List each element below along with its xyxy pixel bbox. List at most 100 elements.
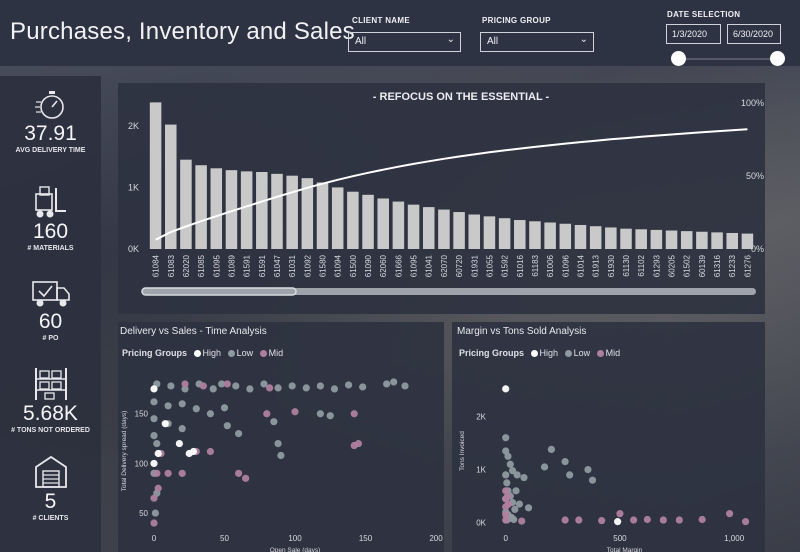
low-point xyxy=(510,515,518,524)
mid-point xyxy=(199,382,207,390)
bar xyxy=(559,223,572,249)
x-tick-label: 61085 xyxy=(197,254,206,277)
bar xyxy=(498,218,511,249)
low-point xyxy=(511,505,519,514)
y-tick-label: 150 xyxy=(135,410,149,419)
bar xyxy=(286,175,298,249)
x-tick-label: 0 xyxy=(503,534,508,543)
bar xyxy=(650,229,663,249)
margin-vs-tons-panel: Margin vs Tons Sold Analysis Pricing Gro… xyxy=(452,322,765,552)
low-point xyxy=(164,402,172,410)
mid-point xyxy=(598,516,606,525)
low-point xyxy=(270,418,278,426)
mid-point xyxy=(154,484,162,492)
bar xyxy=(544,222,556,249)
x-tick-label: 61031 xyxy=(288,254,297,277)
x-tick-label: 62020 xyxy=(182,254,191,277)
bar xyxy=(529,221,541,249)
high-point xyxy=(150,459,158,468)
x-tick-label: 61006 xyxy=(546,254,555,277)
legend-high-label: High xyxy=(202,348,222,358)
x-tick-label: 61913 xyxy=(592,254,601,277)
legend-mid-marker xyxy=(259,350,267,357)
y-axis-label: Total Delivery spread (days) xyxy=(121,411,128,492)
pricing-groups-legend: Pricing Groups High Low Mid xyxy=(459,348,620,358)
mid-point xyxy=(223,380,231,388)
bar xyxy=(347,191,359,249)
kpi-materials: 160 # MATERIALS xyxy=(0,184,101,252)
mid-point xyxy=(178,469,186,477)
x-tick-label: 61095 xyxy=(212,254,221,277)
y-tick-label: 0K xyxy=(476,519,486,528)
bar xyxy=(422,207,435,249)
bar xyxy=(240,171,253,249)
bar xyxy=(741,233,754,249)
chart-title: - REFOCUS ON THE ESSENTIAL - xyxy=(373,91,550,103)
y-tick-label: 2K xyxy=(128,121,139,131)
chart-title: Margin vs Tons Sold Analysis xyxy=(457,326,587,337)
mid-point xyxy=(643,515,651,524)
kpi-clients: 5 # CLIENTS xyxy=(0,454,101,522)
low-point xyxy=(150,398,158,406)
date-slider-start-handle[interactable] xyxy=(671,51,686,66)
low-point xyxy=(206,410,214,418)
x-tick-label: 200 xyxy=(429,534,443,543)
legend-mid-label: Mid xyxy=(605,348,621,358)
bar xyxy=(620,228,632,249)
high-point xyxy=(614,518,622,526)
bar xyxy=(377,198,389,249)
kpi-value: 5.68K xyxy=(23,402,78,425)
low-point xyxy=(502,471,510,479)
legend-mid-marker xyxy=(596,350,604,357)
pareto-bar-chart[interactable]: - REFOCUS ON THE ESSENTIAL - 0K 1K 2K 0% 50%… xyxy=(118,83,765,314)
y-tick-label: 1K xyxy=(128,182,139,192)
mid-point xyxy=(242,474,250,482)
bar xyxy=(195,165,207,249)
date-slider-track[interactable] xyxy=(678,58,778,60)
x-tick-label: 61500 xyxy=(349,254,358,277)
horizontal-scrollbar-track[interactable] xyxy=(142,288,756,295)
x-tick-label: 100 xyxy=(288,534,302,543)
high-point xyxy=(189,447,198,456)
horizontal-scrollbar-thumb[interactable] xyxy=(141,287,297,296)
low-point xyxy=(502,434,510,442)
x-tick-label: 61016 xyxy=(516,254,525,277)
bar xyxy=(483,216,496,249)
low-point xyxy=(566,471,574,479)
date-slider-end-handle[interactable] xyxy=(770,51,785,66)
x-axis-label: Open Sale (days) xyxy=(270,547,321,552)
low-point xyxy=(178,425,186,433)
low-point xyxy=(503,479,511,487)
low-point xyxy=(561,458,569,466)
bar xyxy=(316,182,329,249)
low-point xyxy=(513,471,521,479)
y-tick-label: 0K xyxy=(128,244,139,254)
x-axis-label: Total Margin xyxy=(607,547,643,552)
low-point xyxy=(288,382,296,390)
kpi-label: # CLIENTS xyxy=(32,515,69,522)
mid-point xyxy=(206,447,214,456)
low-point xyxy=(359,383,367,391)
bar xyxy=(407,204,420,249)
low-point xyxy=(383,380,391,388)
pricing-groups-legend: Pricing Groups High Low Mid xyxy=(122,348,283,358)
bar xyxy=(453,212,465,249)
low-point xyxy=(223,422,231,430)
low-point xyxy=(220,404,229,412)
bar xyxy=(271,173,283,249)
high-point xyxy=(175,439,183,448)
delivery-vs-sales-scatter[interactable]: 0 50 100 150 200 50 100 150 Open Sale (days) Tota… xyxy=(118,322,444,552)
x-tick-label: 61580 xyxy=(319,254,328,277)
start-date-input[interactable]: 1/3/2020 xyxy=(666,24,721,44)
mid-point xyxy=(575,516,583,524)
client-name-dropdown[interactable]: All ⌄ xyxy=(348,32,461,52)
bar xyxy=(392,201,405,249)
bar xyxy=(514,220,526,249)
end-date-input[interactable]: 6/30/2020 xyxy=(727,24,781,44)
pricing-group-dropdown[interactable]: All ⌄ xyxy=(480,32,594,52)
low-point xyxy=(178,400,186,408)
x-tick-label: 61047 xyxy=(273,254,282,277)
margin-vs-tons-scatter[interactable]: 0 500 1,000 0K 1K 2K Total Margin Tons Invoiced xyxy=(452,322,765,552)
mid-point xyxy=(616,510,624,518)
x-tick-label: 60205 xyxy=(668,254,677,277)
